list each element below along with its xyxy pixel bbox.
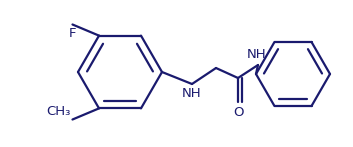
Text: O: O [233, 106, 243, 119]
Text: NH: NH [182, 87, 202, 100]
Text: NH: NH [246, 48, 266, 61]
Text: F: F [69, 27, 76, 40]
Text: CH₃: CH₃ [46, 105, 71, 118]
